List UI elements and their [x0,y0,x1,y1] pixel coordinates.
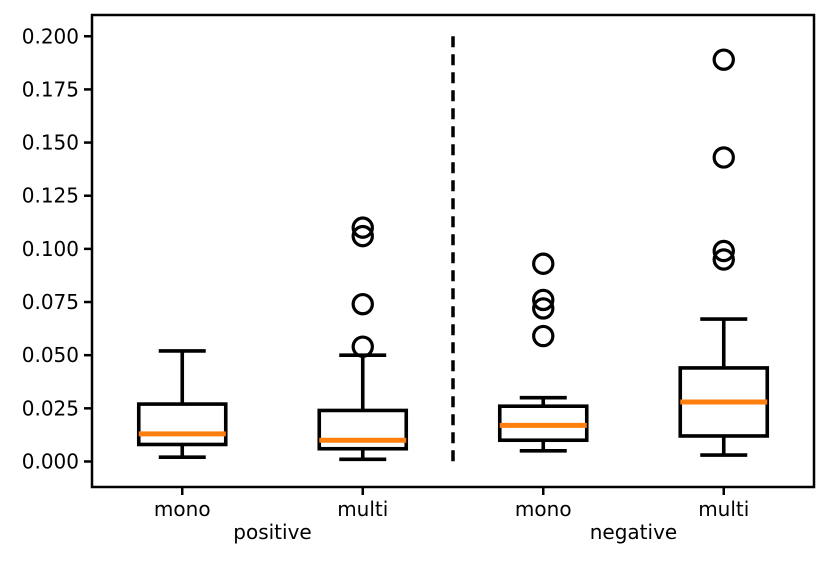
outlier-point-negative-multi [712,146,735,169]
y-tick-label: 0.000 [22,449,79,473]
x-tick-label-negative-multi: multi [698,497,749,521]
outlier-point-positive-multi [351,292,374,316]
outlier-point-positive-multi [351,216,374,239]
outlier-point-negative-multi [712,48,735,71]
y-tick-label: 0.050 [22,343,79,367]
outlier-point-positive-multi [351,224,374,248]
x-tick-label-positive-multi: multi [337,497,388,521]
group-label-negative: negative [590,520,677,544]
outlier-point-negative-multi [712,248,735,271]
box-positive-multi [317,408,409,451]
y-tick-label: 0.175 [22,77,79,101]
axes-border [90,13,816,489]
group-label-positive: positive [233,520,311,544]
outlier-point-negative-mono [532,288,555,312]
y-tick-label: 0.100 [22,237,79,261]
outlier-point-positive-multi [351,335,374,358]
y-tick-label: 0.075 [22,290,79,314]
x-tick-label-positive-mono: mono [154,497,211,521]
box-positive-mono [136,402,228,447]
x-tick-label-negative-mono: mono [515,497,572,521]
outlier-point-negative-mono [532,324,555,348]
outlier-point-negative-mono [532,252,555,275]
outlier-point-negative-mono [532,297,555,320]
y-tick-label: 0.025 [22,396,79,420]
y-tick-label: 0.125 [22,184,79,208]
y-tick-label: 0.200 [22,24,79,48]
outlier-point-negative-multi [712,239,735,263]
y-tick-label: 0.150 [22,131,79,155]
